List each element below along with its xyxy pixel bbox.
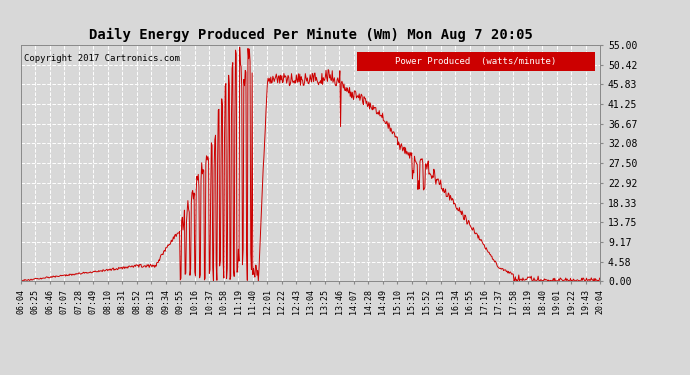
Text: Power Produced  (watts/minute): Power Produced (watts/minute): [395, 57, 556, 66]
Bar: [357, 52, 595, 71]
Text: Copyright 2017 Cartronics.com: Copyright 2017 Cartronics.com: [23, 54, 179, 63]
Title: Daily Energy Produced Per Minute (Wm) Mon Aug 7 20:05: Daily Energy Produced Per Minute (Wm) Mo…: [88, 28, 533, 42]
